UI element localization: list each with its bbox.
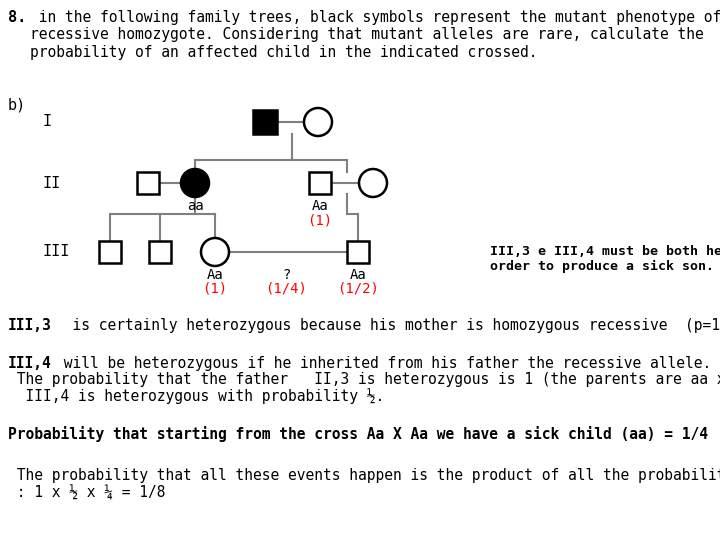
- Text: III,4 is heterozygous with probability ½.: III,4 is heterozygous with probability ½…: [8, 388, 384, 404]
- Circle shape: [304, 108, 332, 136]
- Text: will be heterozygous if he inherited from his father the recessive allele.: will be heterozygous if he inherited fro…: [55, 356, 711, 371]
- Text: III,4: III,4: [8, 356, 52, 371]
- Text: II: II: [42, 176, 60, 191]
- Text: is certainly heterozygous because his mother is homozygous recessive  (p=1): is certainly heterozygous because his mo…: [55, 318, 720, 333]
- Text: III: III: [42, 245, 69, 260]
- Circle shape: [359, 169, 387, 197]
- Bar: [99, 241, 121, 263]
- Text: The probability that all these events happen is the product of all the probabili: The probability that all these events ha…: [8, 468, 720, 501]
- Text: The probability that the father   II,3 is heterozygous is 1 (the parents are aa : The probability that the father II,3 is …: [8, 372, 720, 387]
- Circle shape: [181, 169, 209, 197]
- Text: Aa: Aa: [312, 199, 328, 213]
- Text: b): b): [8, 98, 26, 113]
- Text: I: I: [42, 114, 51, 130]
- Bar: [309, 172, 331, 194]
- Bar: [347, 241, 369, 263]
- Text: III,3: III,3: [8, 318, 52, 333]
- Text: (1): (1): [202, 282, 228, 296]
- Bar: [253, 110, 277, 134]
- Text: in the following family trees, black symbols represent the mutant phenotype of
r: in the following family trees, black sym…: [30, 10, 720, 60]
- Circle shape: [201, 238, 229, 266]
- Text: Aa: Aa: [350, 268, 366, 282]
- Text: ?: ?: [282, 268, 291, 282]
- Bar: [149, 241, 171, 263]
- Text: 8.: 8.: [8, 10, 26, 25]
- Bar: [137, 172, 159, 194]
- Text: aa: aa: [186, 199, 203, 213]
- Text: (1): (1): [307, 213, 333, 227]
- Text: Aa: Aa: [207, 268, 223, 282]
- Text: (1/2): (1/2): [337, 282, 379, 296]
- Text: III,3 e III,4 must be both heterozygous i
order to produce a sick son.: III,3 e III,4 must be both heterozygous …: [490, 245, 720, 273]
- Text: Probability that starting from the cross Aa X Aa we have a sick child (aa) = 1/4: Probability that starting from the cross…: [8, 426, 708, 442]
- Text: (1/4): (1/4): [266, 282, 307, 296]
